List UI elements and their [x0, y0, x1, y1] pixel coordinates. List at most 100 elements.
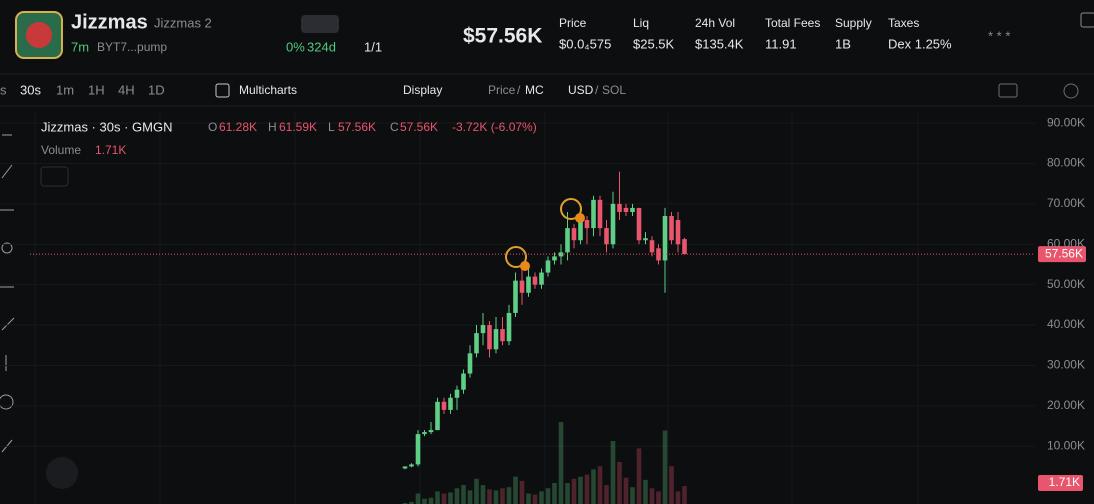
volume-bar: [409, 501, 414, 504]
y-tick-label: 70.00K: [1047, 196, 1085, 210]
tool-icon[interactable]: [0, 394, 14, 410]
camera-icon[interactable]: [998, 83, 1018, 98]
trade-marker-dot[interactable]: [575, 213, 585, 223]
volume-bar: [526, 493, 531, 504]
trade-marker[interactable]: [505, 246, 527, 268]
candle-body: [448, 397, 453, 410]
legend-key: C: [390, 120, 399, 134]
age: 7m: [71, 39, 89, 54]
volume-bar: [493, 490, 499, 504]
drawing-tools: [0, 134, 15, 453]
candle-body: [474, 333, 479, 354]
candle-body: [584, 220, 590, 229]
interval[interactable]: 1H: [88, 82, 105, 97]
tv-logo[interactable]: [46, 457, 78, 489]
legend-key: H: [268, 120, 277, 134]
volume-bar: [662, 430, 668, 504]
y-tick-label: 80.00K: [1047, 156, 1085, 170]
display[interactable]: Display: [403, 83, 442, 97]
candle-body: [513, 280, 518, 313]
volume-bar: [604, 485, 609, 504]
sol-toggle[interactable]: SOL: [602, 83, 626, 97]
stat-label: Taxes: [888, 16, 919, 30]
address[interactable]: BYT7...pump: [97, 40, 167, 54]
candle-body: [656, 248, 661, 261]
candle-body: [565, 228, 570, 253]
volume-bar: [422, 498, 427, 504]
market-cap: $57.56K: [463, 25, 542, 48]
legend-value: 57.56K: [400, 120, 438, 134]
multicharts-checkbox[interactable]: [215, 83, 230, 98]
collapse-button[interactable]: [40, 166, 69, 187]
candle-body: [552, 256, 557, 261]
candle-body: [493, 329, 499, 350]
candle-body: [591, 199, 596, 229]
multicharts[interactable]: Multicharts: [239, 83, 297, 97]
interval[interactable]: 4H: [118, 82, 135, 97]
candle-body: [539, 272, 544, 285]
volume-bar: [649, 488, 655, 504]
candle-body: [675, 220, 681, 245]
volume-bar: [669, 466, 674, 504]
candle-body: [500, 329, 505, 342]
volume-bar: [643, 479, 648, 504]
last-price-badge: [1038, 246, 1086, 263]
interval[interactable]: s: [0, 82, 7, 97]
candle-body: [415, 434, 421, 465]
price-toggle[interactable]: Price: [488, 83, 516, 97]
stat-value: $25.5K: [633, 36, 675, 51]
interval[interactable]: 30s: [20, 82, 41, 97]
gear-icon[interactable]: [1063, 83, 1079, 99]
legend-key: O: [208, 120, 217, 134]
candle-body: [630, 207, 635, 212]
candle-body: [435, 401, 440, 431]
volume-bar: [545, 488, 551, 504]
candle-body: [545, 260, 551, 273]
volume-bar: [656, 491, 661, 504]
stat-label: 24h Vol: [695, 16, 735, 30]
legend-value: 61.59K: [279, 120, 317, 134]
stat-value: $135.4K: [695, 36, 744, 51]
legend-value: 61.28K: [219, 120, 257, 134]
candle-body: [578, 220, 583, 241]
volume-bar: [513, 476, 518, 504]
y-tick-label: 50.00K: [1047, 277, 1085, 291]
interval[interactable]: 1m: [56, 82, 74, 97]
volume-bar: [682, 486, 687, 504]
candle-body: [506, 312, 512, 342]
volume-bar: [539, 491, 544, 504]
y-tick-label: 10.00K: [1047, 438, 1085, 452]
stars-icon[interactable]: * * *: [988, 28, 1010, 43]
volume-bar: [552, 483, 557, 504]
candle-body: [402, 466, 408, 469]
slash: /: [517, 83, 521, 97]
volume-bar: [519, 480, 525, 504]
trade-marker[interactable]: [560, 198, 582, 220]
usd-toggle[interactable]: USD: [568, 83, 594, 97]
candle-body: [623, 207, 629, 212]
mc-toggle[interactable]: MC: [525, 83, 544, 97]
volume-bar: [415, 493, 421, 504]
stat-value: 11.91: [765, 36, 797, 51]
volume-bar: [474, 478, 479, 504]
days: 324d: [307, 39, 336, 54]
candle-body: [467, 353, 473, 374]
stat-value: $0.0₄575: [559, 36, 611, 51]
volume-bar: [610, 441, 616, 504]
candle-body: [636, 207, 642, 241]
tool-icon[interactable]: [1, 242, 13, 254]
tool-icon[interactable]: [1, 317, 15, 331]
candle-body: [604, 228, 609, 245]
volume-bar: [623, 477, 629, 504]
legend-value: 57.56K: [338, 120, 376, 134]
settings-icon[interactable]: [1080, 12, 1094, 28]
volume-bar: [500, 488, 505, 504]
tool-icon[interactable]: [1, 164, 13, 179]
avatar-art: [26, 22, 52, 48]
trade-marker-dot[interactable]: [520, 261, 530, 271]
interval[interactable]: 1D: [148, 82, 165, 97]
grid: 10.00K20.00K30.00K40.00K50.00K60.00K70.0…: [0, 113, 1085, 504]
candle-body: [643, 238, 648, 241]
